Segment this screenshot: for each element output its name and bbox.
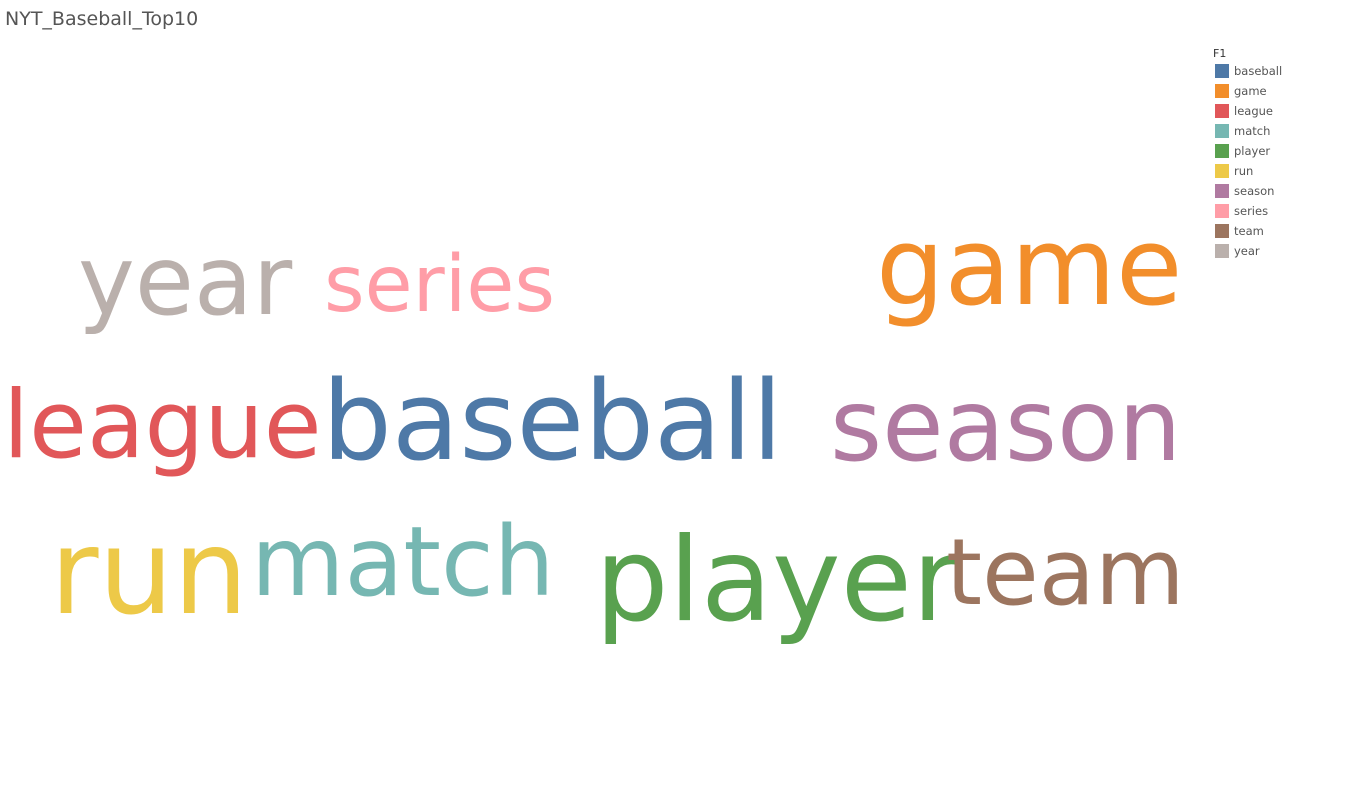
legend-swatch-match xyxy=(1215,124,1229,138)
word-player[interactable]: player xyxy=(595,513,960,648)
word-team[interactable]: team xyxy=(946,519,1185,626)
legend-item-year[interactable]: year xyxy=(1213,241,1343,261)
word-match[interactable]: match xyxy=(251,506,555,618)
legend-label-league: league xyxy=(1234,104,1273,118)
word-cloud: baseball game league match player run season se… xyxy=(3,205,1185,648)
legend-swatch-game xyxy=(1215,84,1229,98)
legend[interactable]: F1 baseball game league match player run seaso… xyxy=(1213,46,1343,261)
word-game[interactable]: game xyxy=(876,205,1182,330)
legend-item-run[interactable]: run xyxy=(1213,161,1343,181)
word-season[interactable]: season xyxy=(830,367,1182,484)
legend-label-team: team xyxy=(1234,224,1264,238)
legend-swatch-baseball xyxy=(1215,64,1229,78)
legend-swatch-player xyxy=(1215,144,1229,158)
legend-item-player[interactable]: player xyxy=(1213,141,1343,161)
legend-swatch-year xyxy=(1215,244,1229,258)
word-baseball[interactable]: baseball xyxy=(322,357,783,485)
sheet-title: NYT_Baseball_Top10 xyxy=(5,8,199,30)
legend-items: baseball game league match player run season se… xyxy=(1213,61,1343,261)
legend-label-player: player xyxy=(1234,144,1271,158)
legend-swatch-league xyxy=(1215,104,1229,118)
legend-item-league[interactable]: league xyxy=(1213,101,1343,121)
legend-swatch-run xyxy=(1215,164,1229,178)
legend-label-match: match xyxy=(1234,124,1271,138)
legend-label-series: series xyxy=(1234,204,1269,218)
legend-item-game[interactable]: game xyxy=(1213,81,1343,101)
legend-title: F1 xyxy=(1213,47,1227,60)
word-league[interactable]: league xyxy=(3,371,322,480)
legend-label-baseball: baseball xyxy=(1234,64,1283,78)
legend-item-series[interactable]: series xyxy=(1213,201,1343,221)
legend-item-team[interactable]: team xyxy=(1213,221,1343,241)
legend-label-run: run xyxy=(1234,164,1254,178)
legend-item-baseball[interactable]: baseball xyxy=(1213,61,1343,81)
legend-item-match[interactable]: match xyxy=(1213,121,1343,141)
legend-label-year: year xyxy=(1234,244,1260,258)
legend-label-season: season xyxy=(1234,184,1275,198)
legend-swatch-team xyxy=(1215,224,1229,238)
legend-item-season[interactable]: season xyxy=(1213,181,1343,201)
word-run[interactable]: run xyxy=(50,503,248,641)
legend-swatch-season xyxy=(1215,184,1229,198)
legend-swatch-series xyxy=(1215,204,1229,218)
word-series[interactable]: series xyxy=(324,240,555,330)
word-year[interactable]: year xyxy=(78,225,293,337)
legend-label-game: game xyxy=(1234,84,1267,98)
